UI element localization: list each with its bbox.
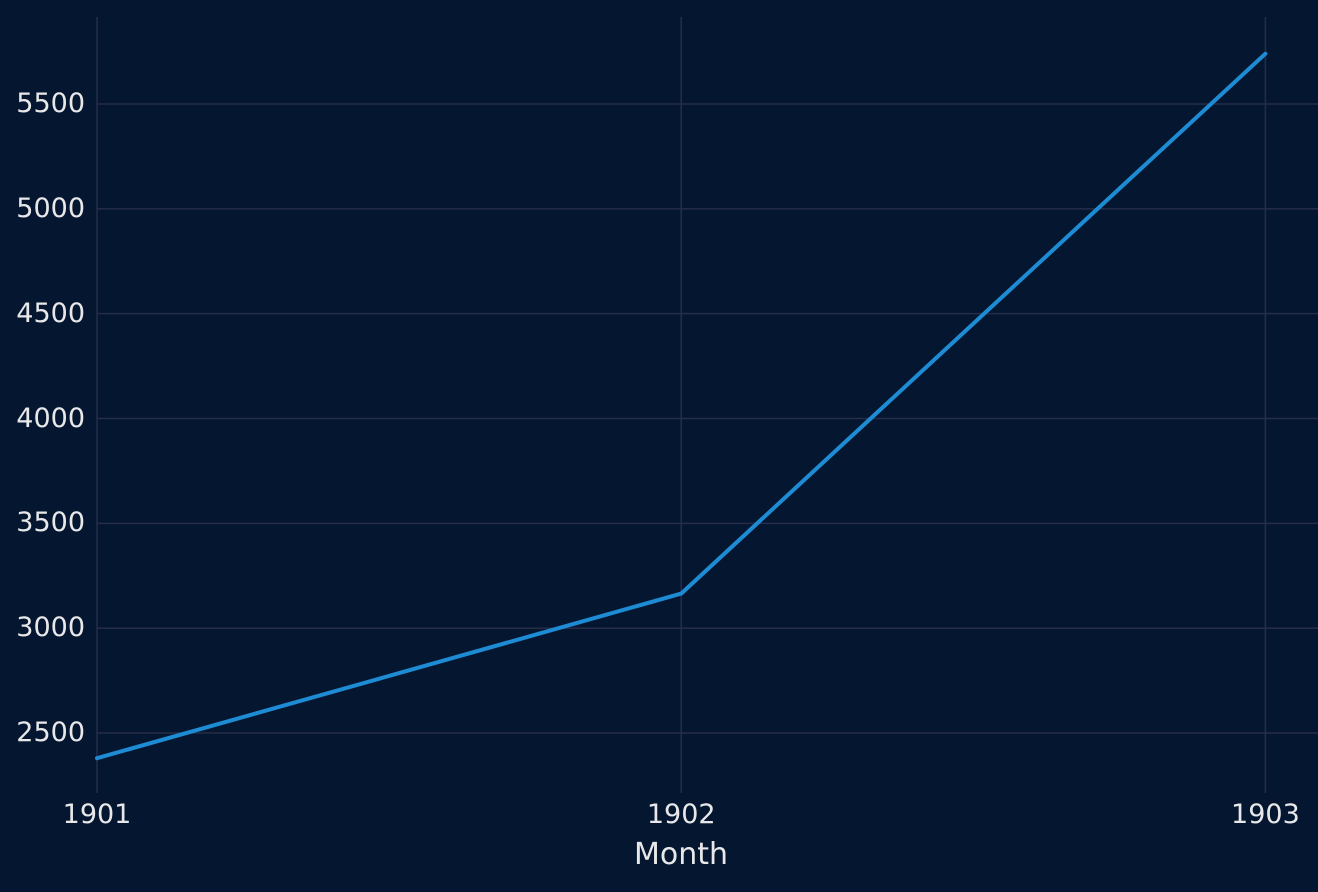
y-tick-label: 5500 xyxy=(16,88,85,119)
data-line-series-1 xyxy=(95,51,1268,761)
y-tick-label: 4500 xyxy=(16,297,85,329)
y-tick-label: 5000 xyxy=(16,192,85,224)
x-tick-label: 1902 xyxy=(646,799,716,830)
x-tick-label: 1903 xyxy=(1231,799,1300,830)
y-tick-label: 4000 xyxy=(16,402,85,434)
x-axis-title: Month xyxy=(633,837,729,872)
y-tick-label: 3000 xyxy=(16,612,85,644)
x-tick-label: 1901 xyxy=(62,799,132,830)
y-tick-label: 3500 xyxy=(16,507,85,539)
y-tick-label: 2500 xyxy=(16,717,85,749)
